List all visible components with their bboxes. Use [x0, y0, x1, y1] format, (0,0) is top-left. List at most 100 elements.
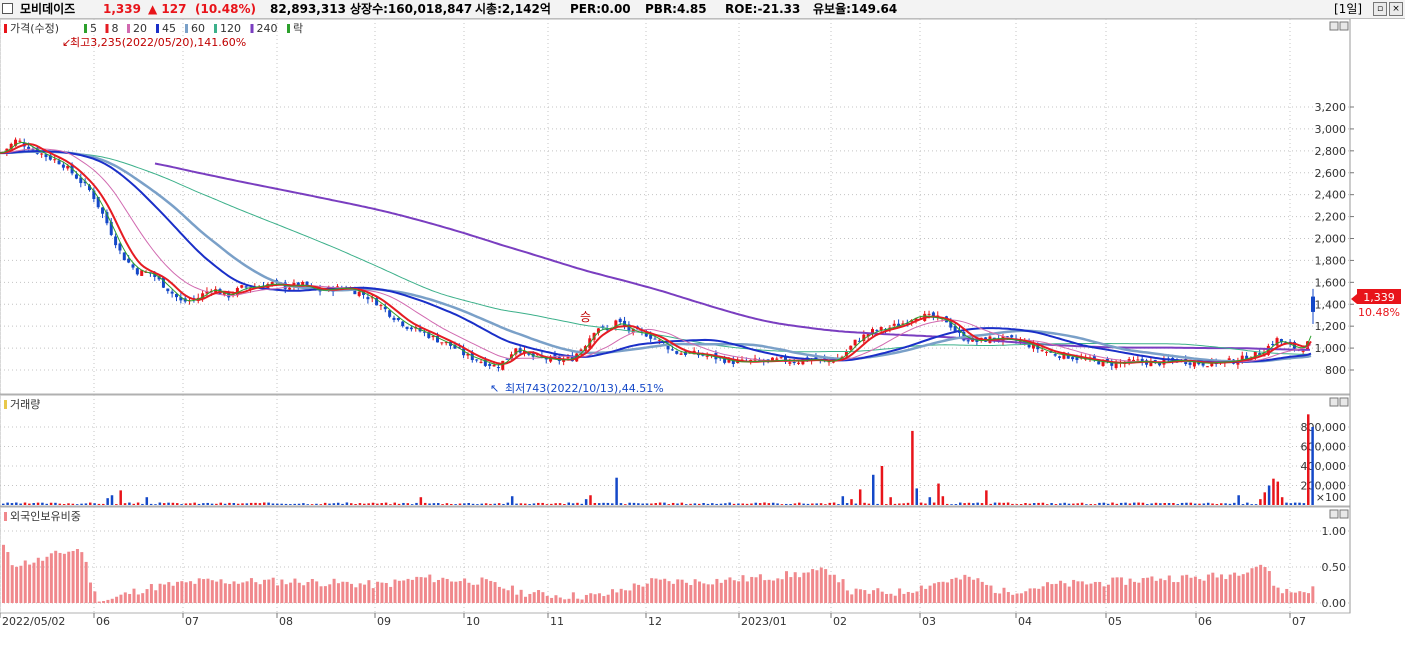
foreign-ratio-bar	[141, 593, 145, 603]
price-panel-maximize-icon[interactable]	[1339, 21, 1349, 31]
price-tick-label: 2,600	[1315, 167, 1347, 180]
moving-average-line	[0, 150, 1312, 364]
period-label[interactable]: [1일]	[1334, 2, 1363, 16]
foreign-ratio-bar	[993, 592, 997, 603]
x-axis-label: 06	[96, 615, 110, 628]
foreign-ratio-bar	[315, 581, 319, 603]
foreign-ratio-bar	[1202, 580, 1206, 603]
candle-body	[131, 264, 135, 268]
foreign-panel-minimize-icon[interactable]	[1329, 509, 1339, 519]
volume-bar	[119, 490, 122, 505]
volume-bar	[824, 504, 827, 505]
volume-bar	[985, 490, 988, 505]
volume-bar	[789, 503, 792, 505]
foreign-ratio-bar	[745, 581, 749, 603]
foreign-ratio-bar	[184, 582, 188, 603]
foreign-ratio-bar	[806, 572, 810, 603]
volume-bar	[136, 502, 140, 505]
foreign-ratio-bar	[641, 586, 645, 603]
foreign-ratio-bar	[989, 585, 993, 603]
volume-bar	[97, 503, 101, 505]
price-panel[interactable]	[0, 19, 1351, 395]
foreign-ratio-bar	[54, 550, 58, 603]
volume-bar	[967, 502, 971, 505]
foreign-ratio-bar	[62, 553, 66, 603]
volume-bar	[102, 503, 105, 505]
foreign-ratio-bar	[276, 585, 280, 603]
volume-panel-minimize-icon[interactable]	[1329, 397, 1339, 407]
foreign-ratio-bar	[445, 578, 449, 603]
candle-body	[623, 320, 627, 327]
foreign-ratio-bar	[811, 569, 815, 603]
foreign-ratio-bar	[941, 581, 945, 603]
legend-ma-label: 120	[220, 22, 241, 35]
volume-bar	[902, 503, 905, 505]
foreign-ratio-bar	[1089, 583, 1093, 603]
volume-bar	[1046, 504, 1049, 505]
volume-bar	[36, 502, 40, 505]
price-tick-label: 1,400	[1315, 298, 1347, 311]
candle-body	[1136, 359, 1140, 361]
volume-bar	[1037, 502, 1040, 505]
foreign-ratio-bar	[637, 584, 641, 603]
volume-bar	[363, 503, 366, 505]
volume-bar	[524, 503, 527, 505]
candle-body	[670, 349, 674, 351]
candle-body	[562, 359, 566, 362]
candle-body	[114, 236, 118, 246]
volume-bar	[924, 503, 927, 505]
volume-bar	[1259, 499, 1262, 505]
candle-body	[527, 352, 531, 355]
volume-bar	[893, 503, 897, 505]
current-price-tag-value: 1,339	[1363, 291, 1395, 304]
candle-body	[431, 335, 435, 338]
price-tick-label: 2,800	[1315, 145, 1347, 158]
candle-body	[444, 342, 448, 344]
price-panel-minimize-icon[interactable]	[1329, 21, 1339, 31]
volume-bar	[1133, 502, 1136, 505]
foreign-ratio-bar	[976, 578, 980, 603]
volume-bar	[450, 503, 453, 505]
volume-bar	[1298, 502, 1301, 505]
candle-body	[927, 313, 931, 315]
foreign-ratio-bar	[1024, 591, 1028, 603]
volume-bar	[267, 502, 270, 505]
close-icon[interactable]: ×	[1389, 2, 1403, 16]
candle-body	[775, 358, 779, 360]
foreign-ratio-bar	[228, 583, 232, 603]
price-tick-label: 1,800	[1315, 254, 1347, 267]
chart-area[interactable]: 가격(수정) 5 8 20 45 60 120 240 락 최고3,235(2022/05/2…	[0, 19, 1405, 648]
foreign-panel-maximize-icon[interactable]	[1339, 509, 1349, 519]
foreign-ratio-bar	[924, 588, 928, 603]
foreign-ratio-bar	[850, 594, 854, 603]
volume-panel-maximize-icon[interactable]	[1339, 397, 1349, 407]
foreign-ratio-bar	[480, 577, 484, 603]
foreign-ratio-bar	[885, 593, 889, 603]
panel-buttons[interactable]	[1329, 21, 1349, 519]
candle-body	[1271, 344, 1275, 346]
candle-body	[388, 310, 392, 317]
candle-body	[401, 321, 405, 327]
candle-body	[453, 344, 457, 349]
foreign-ratio-bar	[471, 584, 475, 603]
foreign-ratio-bar	[959, 579, 962, 603]
select-checkbox[interactable]	[2, 3, 13, 14]
candle-body	[353, 288, 357, 295]
foreign-ratio-bar	[1085, 584, 1089, 603]
foreign-ratio-bar	[271, 577, 275, 603]
volume-bar	[880, 466, 884, 505]
foreign-ratio-bar	[776, 578, 780, 603]
volume-bar	[811, 503, 814, 505]
candle-body	[305, 281, 309, 287]
candle-body	[601, 326, 605, 328]
foreign-ratio-bar	[1163, 580, 1167, 603]
volume-bar	[563, 504, 566, 505]
foreign-ratio-bar	[441, 577, 445, 603]
restore-icon[interactable]: ▫	[1373, 2, 1387, 16]
candle-body	[1253, 351, 1257, 358]
foreign-ratio-bar	[858, 589, 862, 603]
volume-bar	[1032, 503, 1036, 505]
candle-body	[901, 323, 905, 325]
foreign-ratio-bar	[676, 579, 680, 603]
volume-panel[interactable]	[0, 394, 1351, 507]
